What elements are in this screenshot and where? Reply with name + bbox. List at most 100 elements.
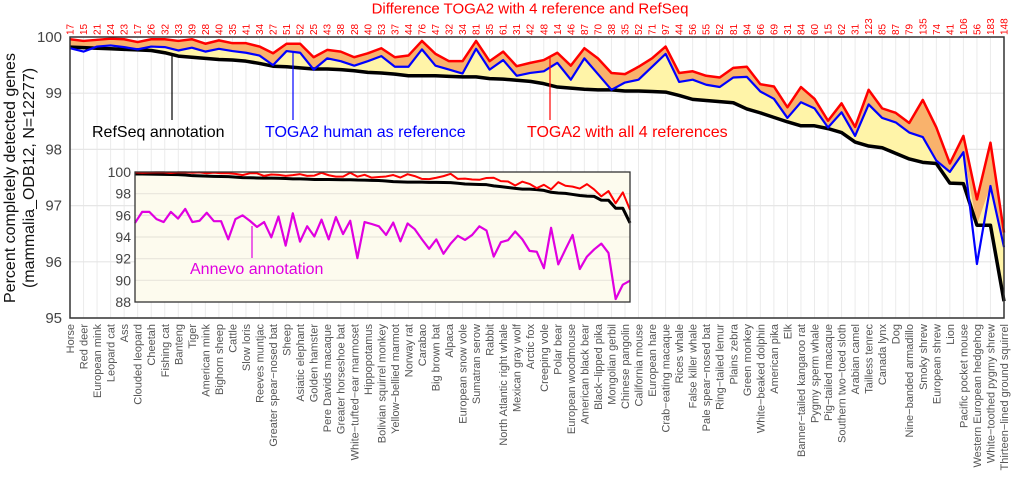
difference-count-label: 53 xyxy=(377,23,388,35)
y-axis: 95 96 97 98 99 100 xyxy=(37,29,62,327)
x-tick-label: Tailless tenrec xyxy=(864,324,876,394)
x-tick-label: Lion xyxy=(945,324,957,345)
difference-count-label: 32 xyxy=(160,23,171,35)
inset-toga2-all4-line xyxy=(134,171,631,211)
difference-count-label: 106 xyxy=(959,18,970,35)
y-tick-label: 95 xyxy=(45,310,62,327)
x-tick-label: Black−lipped pika xyxy=(593,323,605,410)
x-tick-label: Pig−tailed macaque xyxy=(823,324,835,421)
y-axis-label-line1: Percent completely detected genes xyxy=(2,53,19,303)
difference-count-label: 27 xyxy=(269,23,280,35)
x-tick-label: Southern two−toed sloth xyxy=(837,324,849,443)
inset-refseq-line xyxy=(134,172,632,224)
x-tick-label: Elk xyxy=(782,324,794,340)
difference-count-label: 38 xyxy=(336,23,347,35)
x-tick-label: Leopard cat xyxy=(106,324,118,382)
refseq-annotation-label: RefSeq annotation xyxy=(92,124,225,141)
difference-count-label: 56 xyxy=(972,23,983,35)
x-tick-label: Green monkey xyxy=(742,324,754,397)
difference-count-label: 17 xyxy=(133,23,144,35)
x-tick-label: Clouded leopard xyxy=(133,324,145,405)
difference-count-label: 81 xyxy=(729,23,740,35)
difference-count-label: 52 xyxy=(634,23,645,35)
difference-count-label: 14 xyxy=(553,23,564,35)
difference-count-label: 123 xyxy=(864,18,875,35)
x-tick-label: American black bear xyxy=(579,324,591,425)
x-tick-label: White−tufted−ear marmoset xyxy=(349,324,361,460)
difference-count-label: 31 xyxy=(783,23,794,35)
x-tick-label: Fishing cat xyxy=(160,324,172,377)
inset-y-tick-label: 92 xyxy=(115,251,131,267)
inset-frame xyxy=(134,171,631,303)
difference-count-label: 44 xyxy=(404,23,415,35)
difference-count-label: 21 xyxy=(93,23,104,35)
difference-count-label: 32 xyxy=(445,23,456,35)
difference-count-label: 43 xyxy=(323,23,334,35)
x-tick-label: Bolivian squirrel monkey xyxy=(376,324,388,444)
difference-count-label: 28 xyxy=(350,23,361,35)
x-tick-label: Greater spear−nosed bat xyxy=(268,324,280,447)
difference-fills xyxy=(70,38,1004,302)
difference-count-label: 35 xyxy=(228,23,239,35)
x-tick-label: Carabao xyxy=(417,324,429,366)
x-tick-label: Banner−tailed kangaroo rat xyxy=(796,324,808,457)
difference-count-label: 31 xyxy=(512,23,523,35)
difference-count-label: 79 xyxy=(905,23,916,35)
x-tick-label: Reeves muntjac xyxy=(255,324,267,403)
x-tick-label: Nine−banded armadillo xyxy=(904,324,916,437)
x-tick-label: False killer whale xyxy=(688,324,700,408)
fill-toga2-human-vs-refseq xyxy=(70,45,1004,302)
difference-count-label: 33 xyxy=(174,23,185,35)
difference-count-label: 85 xyxy=(878,23,889,35)
difference-count-label: 41 xyxy=(945,23,956,35)
x-tick-label: Pere Davids macaque xyxy=(322,324,334,432)
x-tick-label: Thirteen−lined ground squirrel xyxy=(999,324,1011,470)
x-tick-label: Western European hedgehog xyxy=(972,324,984,468)
x-tick-label: Norway rat xyxy=(403,324,415,377)
y-tick-label: 98 xyxy=(45,141,62,158)
difference-count-label: 31 xyxy=(851,23,862,35)
x-tick-label: Sumatran serow xyxy=(471,324,483,404)
x-tick-label: Rices whale xyxy=(674,324,686,383)
x-tick-label: Ass xyxy=(119,324,131,343)
difference-count-label: 26 xyxy=(147,23,158,35)
difference-count-label: 60 xyxy=(810,23,821,35)
annevo-line xyxy=(134,207,631,301)
x-tick-label: Cheetah xyxy=(146,324,158,366)
difference-count-label: 34 xyxy=(255,23,266,35)
difference-count-label: 35 xyxy=(620,23,631,35)
y-tick-label: 100 xyxy=(37,29,62,46)
y-tick-label: 96 xyxy=(45,254,62,271)
difference-count-label: 71 xyxy=(648,23,659,35)
difference-count-label: 47 xyxy=(431,23,442,35)
difference-count-label: 62 xyxy=(837,23,848,35)
difference-counts: 17 15 21 24 23 17 26 32 33 39 28 40 35 41 34 27 51 52 25 43… xyxy=(66,18,1011,35)
difference-count-label: 81 xyxy=(472,23,483,35)
difference-count-label: 40 xyxy=(363,23,374,35)
difference-count-label: 34 xyxy=(458,23,469,35)
x-tick-label: Red deer xyxy=(79,324,91,370)
difference-count-label: 38 xyxy=(607,23,618,35)
x-tick-label: North Atlantic right whale xyxy=(498,324,510,446)
x-tick-label: Canada lynx xyxy=(877,324,889,386)
difference-count-label: 46 xyxy=(566,23,577,35)
x-tick-label: Dog xyxy=(891,324,903,344)
x-tick-label: Arctic fox xyxy=(525,324,537,370)
difference-count-label: 42 xyxy=(526,23,537,35)
difference-count-label: 183 xyxy=(986,18,997,35)
difference-count-label: 56 xyxy=(688,23,699,35)
difference-count-label: 76 xyxy=(417,23,428,35)
x-tick-label: Ring−tailed lemur xyxy=(715,324,727,410)
x-tick-label: White−toothed pygmy shrew xyxy=(985,324,997,463)
x-tick-label: Crab−eating macaque xyxy=(661,324,673,433)
x-tick-label: Banteng xyxy=(173,324,185,365)
x-tick-label: Yellow−bellied marmot xyxy=(390,324,402,434)
x-tick-label: Asiatic elephant xyxy=(295,324,307,402)
x-tick-label: Big brown bat xyxy=(430,324,442,391)
difference-count-label: 35 xyxy=(485,23,496,35)
x-tick-label: European mink xyxy=(92,324,104,398)
x-tick-label: Cattle xyxy=(227,324,239,353)
x-tick-label: Pygmy sperm whale xyxy=(809,324,821,423)
difference-count-label: 74 xyxy=(932,23,943,35)
